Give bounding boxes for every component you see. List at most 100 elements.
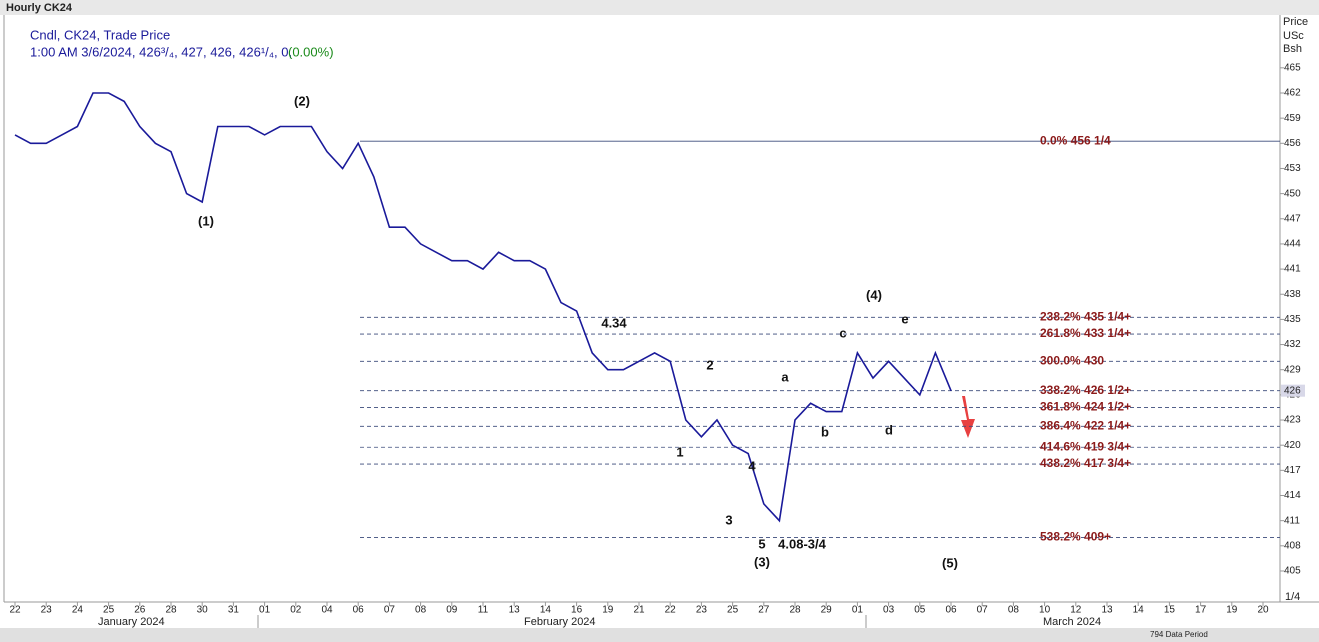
x-tick-label: 04: [321, 605, 333, 616]
fib-label: 0.0% 456 1/4: [1040, 133, 1111, 147]
wave-label: (2): [294, 93, 310, 108]
x-tick-label: 02: [290, 605, 302, 616]
x-tick-label: 22: [665, 605, 677, 616]
change-label: (0.00%): [288, 44, 334, 59]
footer-label: 1/4: [1285, 591, 1300, 603]
x-tick-label: 03: [883, 605, 895, 616]
y-tick-label: 441: [1284, 264, 1301, 275]
last-price-box: [1281, 384, 1305, 397]
axis-header: USc: [1283, 30, 1304, 42]
wave-label: 1: [676, 444, 683, 459]
fib-label: 538.2% 409+: [1040, 530, 1111, 544]
month-label: March 2024: [1043, 616, 1101, 628]
wave-label: 4: [748, 458, 756, 473]
x-tick-label: 13: [1101, 605, 1113, 616]
wave-label: a: [781, 369, 789, 384]
wave-label: (5): [942, 555, 958, 570]
fib-label: 414.6% 419 3/4+: [1040, 439, 1131, 453]
wave-label: 3: [725, 512, 732, 527]
y-tick-label: 459: [1284, 113, 1301, 124]
wave-label: 5: [758, 536, 765, 551]
y-tick-label: 456: [1284, 138, 1301, 149]
x-tick-label: 07: [977, 605, 989, 616]
y-tick-label: 462: [1284, 88, 1301, 99]
y-tick-label: 411: [1284, 515, 1300, 526]
x-tick-label: 08: [415, 605, 427, 616]
x-tick-label: 31: [228, 605, 240, 616]
month-label: January 2024: [98, 616, 165, 628]
x-tick-label: 14: [1133, 605, 1145, 616]
y-tick-label: 432: [1284, 339, 1301, 350]
wave-label: e: [901, 311, 908, 326]
x-tick-label: 27: [758, 605, 770, 616]
x-tick-label: 08: [1008, 605, 1020, 616]
x-tick-label: 26: [134, 605, 146, 616]
x-tick-label: 05: [914, 605, 926, 616]
y-tick-label: 444: [1284, 239, 1301, 250]
x-tick-label: 15: [1164, 605, 1176, 616]
title-bar: [0, 0, 1319, 15]
legend-line: Cndl, CK24, Trade Price: [30, 27, 170, 42]
fib-label: 438.2% 417 3/4+: [1040, 456, 1131, 470]
y-tick-label: 435: [1284, 314, 1301, 325]
wave-label: d: [885, 422, 893, 437]
x-tick-label: 01: [259, 605, 271, 616]
x-tick-label: 28: [165, 605, 177, 616]
y-tick-label: 438: [1284, 289, 1301, 300]
wave-label: 4.34: [601, 315, 627, 330]
x-tick-label: 12: [1070, 605, 1082, 616]
price-line: [14, 92, 952, 523]
x-tick-label: 01: [852, 605, 864, 616]
wave-label: (1): [198, 213, 214, 228]
fib-label: 386.4% 422 1/4+: [1040, 418, 1131, 432]
fib-label: 300.0% 430: [1040, 354, 1104, 368]
x-tick-label: 14: [540, 605, 552, 616]
x-tick-label: 10: [1039, 605, 1051, 616]
y-tick-label: 423: [1284, 415, 1301, 426]
fib-label: 338.2% 426 1/2+: [1040, 383, 1131, 397]
fib-label: 361.8% 424 1/2+: [1040, 400, 1131, 414]
fib-label: 238.2% 435 1/4+: [1040, 309, 1131, 323]
last-price: 426: [1284, 385, 1301, 396]
axis-header: Price: [1283, 16, 1308, 28]
x-tick-label: 07: [384, 605, 396, 616]
x-tick-label: 24: [72, 605, 84, 616]
arrow: [961, 396, 975, 438]
y-tick-label: 429: [1284, 364, 1301, 375]
x-tick-label: 19: [1226, 605, 1238, 616]
x-tick-label: 13: [509, 605, 521, 616]
wave-label: c: [839, 325, 846, 340]
y-tick-label: 408: [1284, 540, 1301, 551]
axis-header: Bsh: [1283, 43, 1302, 55]
wave-label: 4.08-3/4: [778, 536, 826, 551]
x-tick-label: 06: [353, 605, 365, 616]
x-tick-label: 28: [789, 605, 801, 616]
x-tick-label: 29: [821, 605, 833, 616]
x-tick-label: 17: [1195, 605, 1207, 616]
y-tick-label: 417: [1284, 465, 1301, 476]
x-tick-label: 25: [727, 605, 739, 616]
x-tick-label: 30: [197, 605, 209, 616]
x-tick-label: 23: [41, 605, 53, 616]
fib-label: 261.8% 433 1/4+: [1040, 326, 1131, 340]
month-label: February 2024: [524, 616, 596, 628]
chart-title: Hourly CK24: [6, 2, 73, 14]
x-tick-label: 19: [602, 605, 614, 616]
y-tick-label: 420: [1284, 440, 1301, 451]
scrollbar[interactable]: [0, 628, 1319, 642]
wave-label: b: [821, 424, 829, 439]
x-tick-label: 22: [9, 605, 21, 616]
footer-label: 794 Data Period: [1150, 630, 1208, 639]
x-tick-label: 16: [571, 605, 583, 616]
x-tick-label: 09: [446, 605, 458, 616]
x-tick-label: 06: [945, 605, 957, 616]
y-tick-label: 465: [1284, 62, 1301, 73]
wave-label: (4): [866, 287, 882, 302]
y-tick-label: 405: [1284, 566, 1301, 577]
x-tick-label: 25: [103, 605, 115, 616]
x-tick-label: 20: [1257, 605, 1269, 616]
x-tick-label: 11: [478, 605, 489, 616]
wave-label: 2: [706, 357, 713, 372]
